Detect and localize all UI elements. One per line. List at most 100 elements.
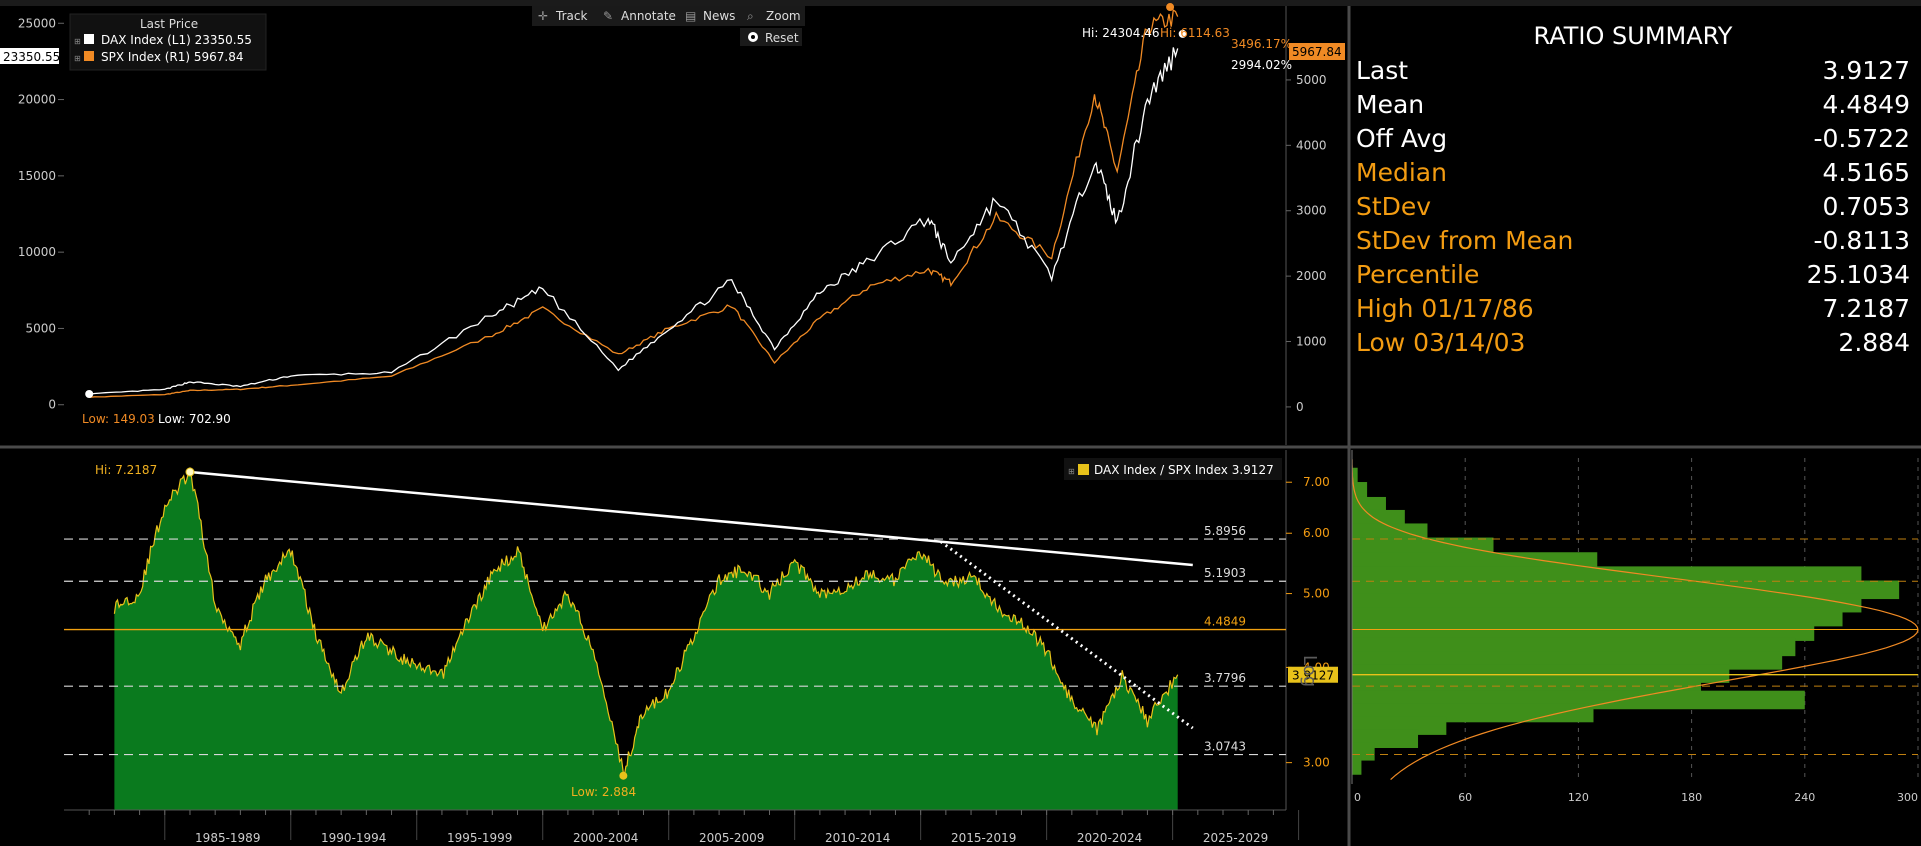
- dax-high-label: Hi: 24304.46: [1082, 26, 1159, 40]
- left-y-tick-label: 5000: [25, 321, 56, 335]
- legend-spx-swatch: [84, 51, 94, 61]
- ratio-last-badge: 3.9127: [1288, 666, 1338, 683]
- right-y-tick-label: 4000: [1296, 138, 1327, 152]
- spx-high-label: Hi: 6114.63: [1160, 26, 1230, 40]
- ratio-high-label: Hi: 7.2187: [95, 463, 157, 477]
- summary-row-label: Percentile: [1356, 260, 1480, 289]
- right-y-tick-label: 3000: [1296, 204, 1327, 218]
- legend-spx-toggle-icon[interactable]: ⊞: [74, 54, 81, 63]
- histogram-bar: [1352, 593, 1862, 613]
- price-chart[interactable]: 0 5000 10000 15000 20000 25000 0 1000 2000 3000 4…: [0, 3, 1345, 445]
- zoom-button[interactable]: ⌕ Zoom: [747, 9, 801, 23]
- histogram-tick-label: 180: [1681, 791, 1702, 804]
- ratio-high-marker: [185, 467, 195, 477]
- histogram-bar: [1352, 742, 1375, 761]
- histogram-x-axis: 0 60 120 180 240 300: [1351, 450, 1918, 804]
- summary-row-value: -0.8113: [1813, 226, 1911, 255]
- summary-row-label: Off Avg: [1356, 124, 1448, 153]
- histogram-tick-label: 300: [1897, 791, 1918, 804]
- solid-trendline: [189, 470, 1193, 567]
- dax-series-line: [89, 47, 1179, 396]
- right-y-tick-label: 5000: [1296, 73, 1327, 87]
- histogram-reference-lines: [1352, 538, 1918, 756]
- summary-row: StDev from Mean -0.8113: [1356, 226, 1910, 260]
- ratio-legend-entry[interactable]: DAX Index / SPX Index 3.9127: [1094, 463, 1274, 477]
- summary-row: Low 03/14/03 2.884: [1356, 328, 1910, 362]
- summary-row-value: 7.2187: [1822, 294, 1910, 323]
- svg-text:News: News: [703, 9, 735, 23]
- legend-header: Last Price: [140, 17, 198, 31]
- summary-row: Mean 4.4849: [1356, 90, 1910, 124]
- histogram-bar: [1352, 756, 1362, 775]
- summary-row-value: 2.884: [1838, 328, 1910, 357]
- spx-low-label: Low: 149.03: [82, 412, 155, 426]
- summary-row-value: 4.4849: [1822, 90, 1910, 119]
- spx-high-marker: [1166, 3, 1175, 12]
- legend-dax-entry[interactable]: DAX Index (L1) 23350.55: [101, 33, 252, 47]
- ratio-legend: ⊞ DAX Index / SPX Index 3.9127: [1064, 458, 1282, 480]
- period-label: 2020-2024: [1077, 831, 1142, 845]
- histogram-bar: [1352, 566, 1862, 585]
- histogram-bar: [1352, 467, 1358, 487]
- legend-spx-entry[interactable]: SPX Index (R1) 5967.84: [101, 50, 244, 64]
- ratio-y-tick-label: 5.00: [1303, 587, 1330, 601]
- period-label: 1985-1989: [195, 831, 260, 845]
- summary-row-value: 25.1034: [1806, 260, 1910, 289]
- svg-text:3.9127: 3.9127: [1292, 669, 1334, 683]
- ratio-area-fill: [114, 467, 1178, 810]
- left-y-tick-label: 0: [48, 398, 56, 412]
- summary-row-label: StDev: [1356, 192, 1432, 221]
- left-y-tick-label: 25000: [18, 16, 56, 30]
- price-legend: Last Price ⊞ DAX Index (L1) 23350.55 ⊞ S…: [69, 13, 267, 71]
- reset-button[interactable]: Reset: [740, 28, 802, 46]
- dotted-trendline: [939, 540, 1194, 730]
- left-y-axis: 0 5000 10000 15000 20000 25000: [18, 16, 64, 412]
- summary-row-label: High 01/17/86: [1356, 294, 1534, 323]
- histogram-tick-label: 0: [1354, 791, 1361, 804]
- ratio-legend-swatch: [1078, 464, 1089, 475]
- histogram-tick-label: 120: [1568, 791, 1589, 804]
- period-label: 2010-2014: [825, 831, 890, 845]
- reference-line-label: 4.4849: [1204, 615, 1246, 629]
- left-last-price-value: 23350.55: [3, 50, 60, 64]
- summary-row-label: StDev from Mean: [1356, 226, 1574, 255]
- period-label: 2025-2029: [1203, 831, 1268, 845]
- summary-row-value: 0.7053: [1822, 192, 1910, 221]
- dax-low-marker: [85, 390, 94, 399]
- reference-line-label: 5.1903: [1204, 566, 1246, 580]
- chart-toolbar: ✛ Track ✎ Annotate ▤ News ⌕ Zoom Reset: [532, 6, 805, 46]
- dax-change-label: 2994.02%: [1231, 58, 1292, 72]
- histogram-bar: [1352, 523, 1428, 543]
- svg-text:Reset: Reset: [765, 31, 799, 45]
- dax-high-marker: [1178, 29, 1187, 38]
- ratio-y-axis: 3.004.005.006.007.00: [1286, 475, 1330, 770]
- ratio-legend-toggle-icon[interactable]: ⊞: [1068, 467, 1075, 476]
- magnifier-icon: ⌕: [747, 9, 754, 23]
- histogram-bar: [1352, 622, 1815, 641]
- news-button[interactable]: ▤ News: [685, 9, 735, 23]
- ratio-y-tick-label: 6.00: [1303, 526, 1330, 540]
- distribution-histogram[interactable]: 0 60 120 180 240 300: [1351, 450, 1919, 804]
- reference-line-label: 3.7796: [1204, 671, 1246, 685]
- right-y-tick-label: 0: [1296, 400, 1304, 414]
- pencil-icon: ✎: [603, 9, 613, 23]
- legend-dax-swatch: [84, 34, 94, 44]
- histogram-bar: [1352, 607, 1843, 627]
- period-label: 2015-2019: [951, 831, 1016, 845]
- track-button[interactable]: ✛ Track: [538, 9, 587, 23]
- top-tab-bar: [0, 0, 1921, 6]
- annotate-button[interactable]: ✎ Annotate: [603, 9, 676, 23]
- period-label: 1990-1994: [321, 831, 386, 845]
- news-icon: ▤: [685, 9, 696, 23]
- right-last-price-value: 5967.84: [1292, 45, 1342, 59]
- histogram-bar: [1352, 552, 1598, 571]
- summary-row: StDev 0.7053: [1356, 192, 1910, 226]
- svg-text:Track: Track: [555, 9, 587, 23]
- reference-lines: 5.8956 5.1903 4.4849 3.7796 3.0743: [64, 524, 1286, 756]
- svg-text:Zoom: Zoom: [766, 9, 801, 23]
- dax-low-label: Low: 702.90: [158, 412, 231, 426]
- legend-dax-toggle-icon[interactable]: ⊞: [74, 37, 81, 46]
- right-y-tick-label: 2000: [1296, 269, 1327, 283]
